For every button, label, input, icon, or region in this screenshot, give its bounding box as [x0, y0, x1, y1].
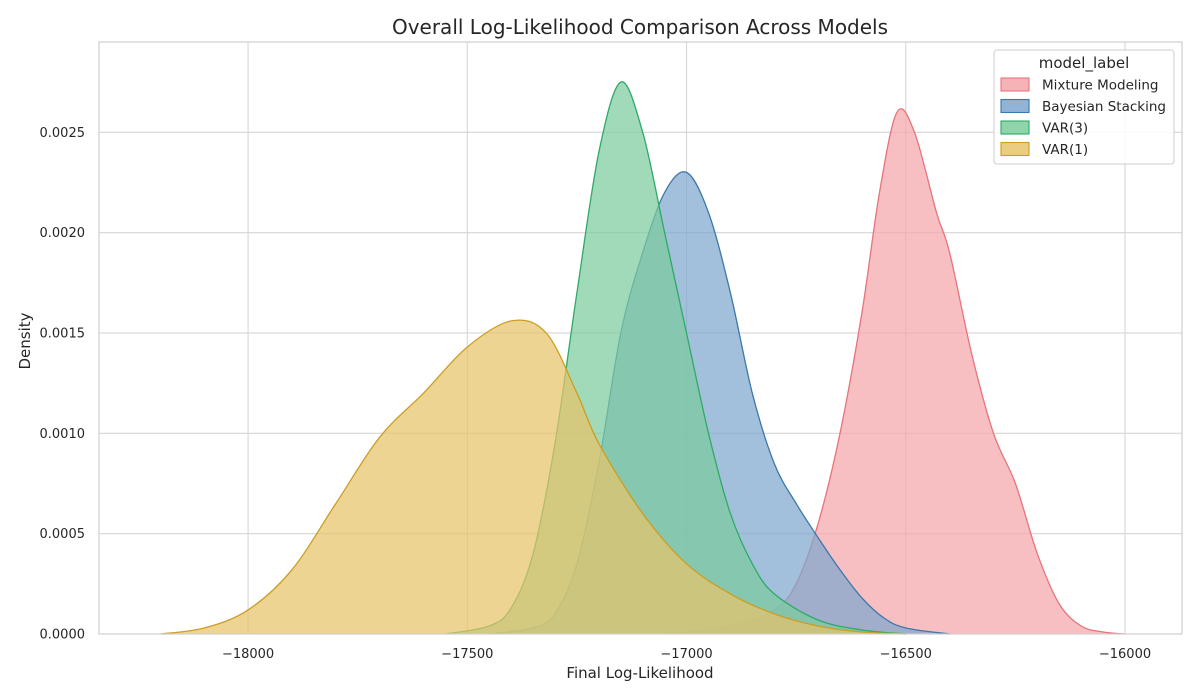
legend-swatch — [1000, 98, 1030, 114]
x-tick-label: −18000 — [222, 647, 274, 662]
x-axis-label: Final Log-Likelihood — [566, 664, 713, 682]
x-axis: −18000 −17500 −17000 −16500 −16000 — [222, 647, 1151, 662]
x-tick-label: −16000 — [1099, 647, 1151, 662]
legend-entry-label: Mixture Modeling — [1042, 78, 1159, 94]
legend-swatch — [1000, 120, 1030, 135]
y-axis: 0.0000 0.0005 0.0010 0.0015 0.0020 0.0025 — [40, 126, 86, 643]
y-tick-label: 0.0015 — [40, 326, 86, 341]
y-tick-label: 0.0010 — [40, 427, 86, 442]
y-tick-label: 0.0000 — [40, 628, 86, 643]
legend-entry-label: VAR(3) — [1042, 121, 1088, 137]
legend-swatch — [1000, 141, 1030, 157]
x-tick-label: −17500 — [441, 647, 493, 662]
legend-title: model_label — [1039, 54, 1129, 73]
density-area-mixture-modeling — [664, 108, 1125, 634]
y-tick-label: 0.0025 — [40, 126, 86, 141]
x-tick-label: −16500 — [880, 647, 932, 662]
legend-entry-label: VAR(1) — [1042, 142, 1088, 158]
density-area-var-1 — [160, 320, 906, 634]
legend-entry-label: Bayesian Stacking — [1042, 99, 1166, 115]
legend-swatch — [1000, 77, 1030, 92]
chart-title: Overall Log-Likelihood Comparison Across… — [392, 15, 888, 39]
y-tick-label: 0.0020 — [40, 226, 86, 241]
x-tick-label: −17000 — [660, 647, 712, 662]
plot-frame — [98, 41, 1183, 635]
legend-box — [993, 49, 1175, 165]
legend: model_label Mixture Modeling Bayesian Sta… — [993, 49, 1175, 165]
y-tick-label: 0.0005 — [40, 527, 86, 542]
series-areas — [160, 81, 1126, 635]
y-axis-label: Density — [16, 312, 34, 369]
density-line-var-1 — [160, 319, 906, 635]
